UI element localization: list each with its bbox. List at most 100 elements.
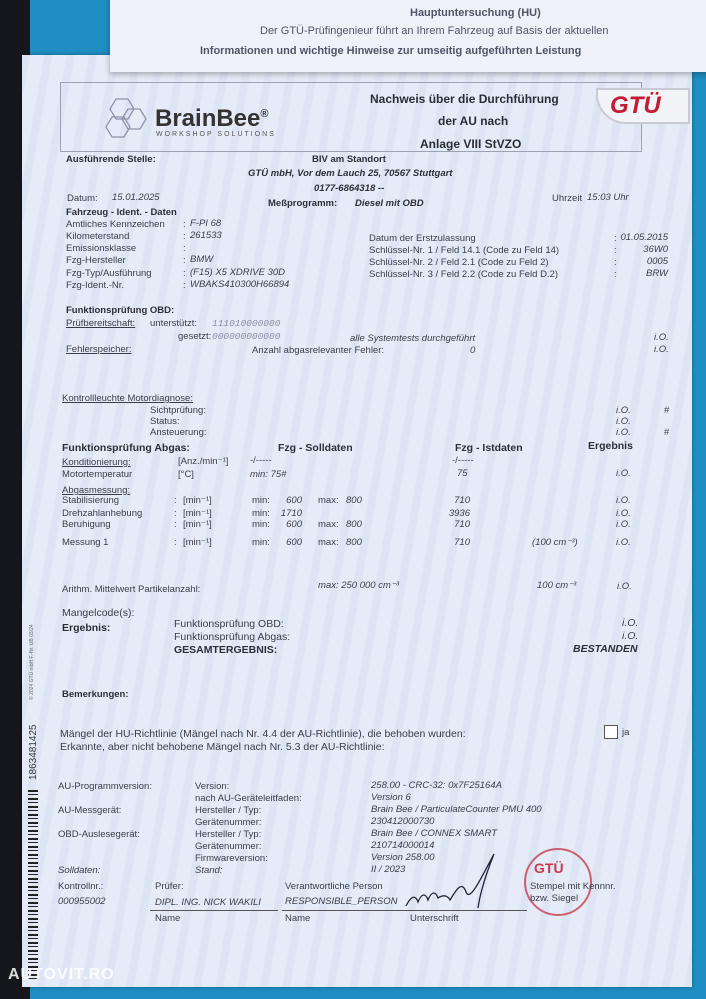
max-label: max: <box>318 519 339 530</box>
equipment-field-label: Version: <box>195 781 230 792</box>
logo-name: BrainBee <box>155 105 261 132</box>
colon: : <box>614 233 617 244</box>
min-label: min: <box>252 508 270 519</box>
systemtests-result: i.O. <box>654 332 669 343</box>
fixed-defects-checkbox[interactable] <box>604 725 618 739</box>
responsible-name: RESPONSIBLE_PERSON <box>285 896 398 907</box>
particle-result: i.O. <box>617 581 632 592</box>
min-value: 600 <box>286 519 302 530</box>
doc-title-line-2: der AU nach <box>438 114 509 128</box>
exhaust-title: Funktionsprüfung Abgas: <box>62 442 190 454</box>
station-line: BIV am Standort <box>312 154 386 165</box>
signature-line <box>282 910 527 911</box>
measure-label: Drehzahlanhebung <box>62 508 143 519</box>
measure-label: Messung 1 <box>62 537 109 548</box>
vehicle-field-value: WBAKS410300H66894 <box>190 279 290 290</box>
vehicle-title: Fahrzeug - Ident. - Daten <box>66 207 177 218</box>
vehicle-field-label: Fzg-Hersteller <box>66 255 126 266</box>
mil-check-mark: # <box>664 405 670 416</box>
temp-result: i.O. <box>616 468 631 479</box>
vehicle-field-label: Fzg-Typ/Ausführung <box>66 268 152 279</box>
logo-reg: ® <box>260 108 269 120</box>
particle-actual: 100 cm⁻³ <box>537 580 577 591</box>
vehicle-field-label: Emissionsklasse <box>66 243 137 254</box>
brainbee-hexagon-icon <box>105 98 147 138</box>
particle-target: max: 250 000 cm⁻³ <box>318 580 400 591</box>
background-sheet-line: Der GTÜ-Prüfingenieur führt an Ihrem Fah… <box>260 25 609 37</box>
vehicle-field-value: F-PI 68 <box>190 218 222 229</box>
program-value: Diesel mit OBD <box>355 198 424 209</box>
au-certificate <box>22 55 692 987</box>
responsible-label: Verantwortliche Person <box>285 881 383 892</box>
equipment-field-label: Gerätenummer: <box>195 841 262 852</box>
equipment-field-label: nach AU-Geräteleitfaden: <box>195 793 302 804</box>
memory-result: i.O. <box>654 344 669 355</box>
conditioning-unit: [Anz./min⁻¹] <box>178 456 229 467</box>
measure-label: Beruhigung <box>62 519 111 530</box>
temp-actual: 75 <box>457 468 468 479</box>
colon: : <box>183 219 186 230</box>
min-value: 1710 <box>280 508 302 519</box>
max-label: max: <box>318 495 339 506</box>
equipment-field-value: Version 258.00 <box>371 852 435 863</box>
date-label: Datum: <box>67 193 98 204</box>
mil-check-result: i.O. <box>616 416 631 427</box>
supported-label: unterstützt: <box>150 318 197 329</box>
program-label: Meßprogramm: <box>268 198 338 209</box>
col-actual: Fzg - Istdaten <box>455 442 523 454</box>
background-sheet-line: Hauptuntersuchung (HU) <box>410 7 541 19</box>
station-address: GTÜ mbH, Vor dem Lauch 25, 70567 Stuttga… <box>248 168 453 179</box>
measure-unit: [min⁻¹] <box>183 537 212 548</box>
inspector-label: Prüfer: <box>155 881 184 892</box>
particle-label: Arithm. Mittelwert Partikelanzahl: <box>62 584 201 595</box>
registration-field-value: 0005 <box>646 256 668 267</box>
colon: : <box>614 269 617 280</box>
mil-check-result: i.O. <box>616 427 631 438</box>
colon: : <box>183 280 186 291</box>
gtu-stamp: GTÜ <box>524 848 592 916</box>
set-value: 000000000000 <box>212 331 281 342</box>
mil-check-result: i.O. <box>616 405 631 416</box>
max-label: max: <box>318 537 339 548</box>
min-label: min: <box>252 495 270 506</box>
equipment-field-value: 210714000014 <box>371 840 435 851</box>
memory-label: Fehlerspeicher: <box>66 344 132 355</box>
doc-title-line-3: Anlage VIII StVZO <box>420 137 522 151</box>
doc-title-line-1: Nachweis über die Durchführung <box>370 92 559 106</box>
equipment-field-label: Hersteller / Typ: <box>195 829 262 840</box>
colon: : <box>174 537 177 548</box>
gtu-logo: GTÜ <box>596 88 690 124</box>
handwritten-signature <box>405 853 495 909</box>
min-value: 600 <box>286 537 302 548</box>
total-label: GESAMTERGEBNIS: <box>174 644 278 656</box>
col-target: Fzg - Solldaten <box>278 442 353 454</box>
stamp-label-2: bzw. Siegel <box>530 893 579 904</box>
brainbee-logo: BrainBee® <box>155 105 268 133</box>
temp-target: min: 75# <box>250 469 287 480</box>
readiness-label: Prüfbereitschaft: <box>66 318 136 329</box>
defect-codes-label: Mangelcode(s): <box>62 607 135 619</box>
colon: : <box>183 255 186 266</box>
station-label: Ausführende Stelle: <box>66 154 156 165</box>
measure-unit: [min⁻¹] <box>183 495 212 506</box>
equipment-group: AU-Messgerät: <box>58 805 122 816</box>
measure-result: i.O. <box>616 508 631 519</box>
actual-value: 710 <box>454 495 470 506</box>
errors-value: 0 <box>470 345 476 356</box>
equipment-group: OBD-Auslesegerät: <box>58 829 140 840</box>
station-phone: 0177-6864318 -- <box>314 183 385 194</box>
colon: : <box>183 243 186 254</box>
equipment-field-label: Firmwareversion: <box>195 853 268 864</box>
control-number: 000955002 <box>58 896 106 907</box>
measure-result: i.O. <box>616 519 631 530</box>
time-value: 15:03 Uhr <box>587 192 629 203</box>
result-obd-label: Funktionsprüfung OBD: <box>174 618 284 630</box>
signature-label: Unterschrift <box>410 913 459 924</box>
measure-result: i.O. <box>616 495 631 506</box>
result-obd: i.O. <box>622 617 639 629</box>
mil-title: Kontrollleuchte Motordiagnose: <box>62 393 193 404</box>
watermark: AUTOVIT.RO <box>8 966 115 983</box>
max-value: 800 <box>346 537 362 548</box>
max-value: 800 <box>346 519 362 530</box>
registration-field-label: Datum der Erstzulassung <box>369 233 476 244</box>
